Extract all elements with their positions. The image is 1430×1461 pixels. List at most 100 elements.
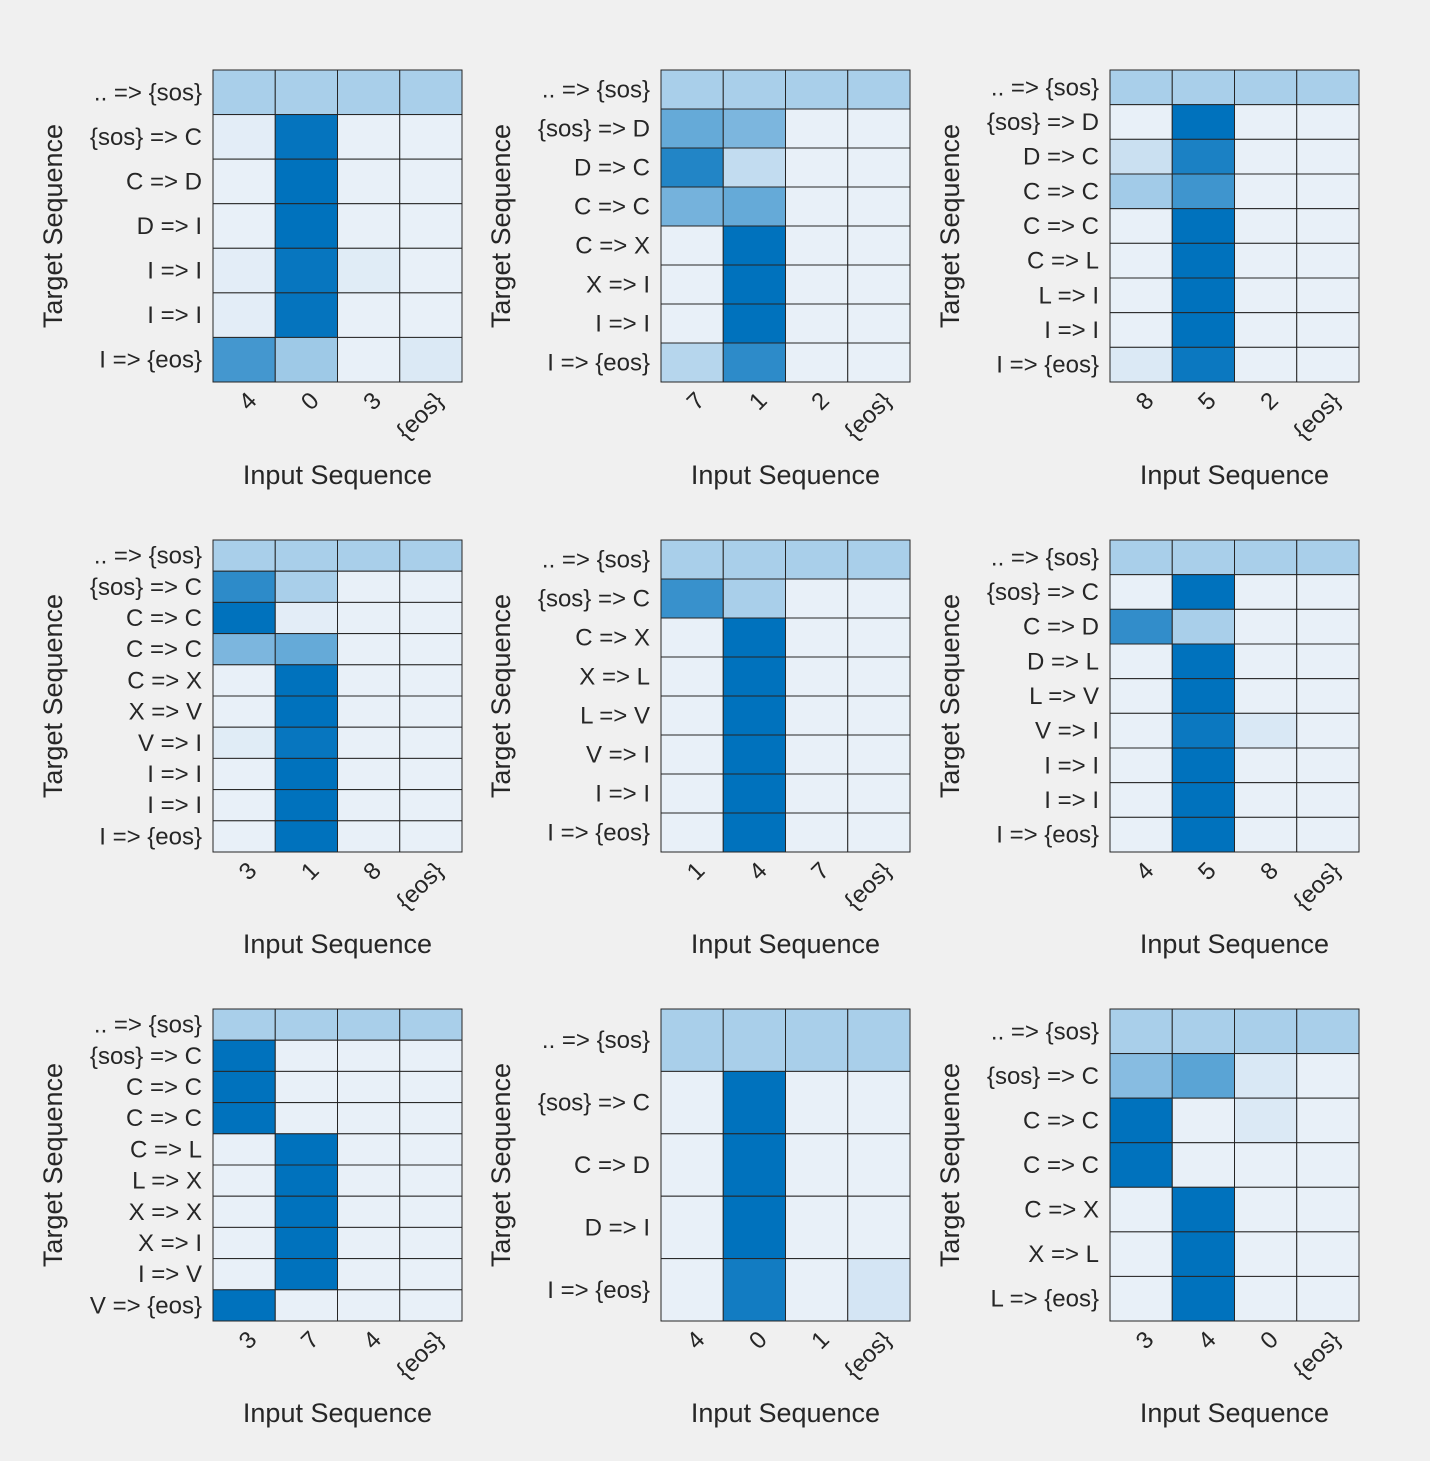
y-tick-label: I => {eos} <box>996 352 1099 379</box>
x-tick-label: {eos} <box>839 1326 897 1384</box>
heatmap-panel-1: .. => {sos} {sos} => C C => D D => I I => I I… <box>38 69 463 490</box>
heatmap-cell <box>785 1195 849 1260</box>
heatmap-cell <box>1171 747 1235 784</box>
heatmap-cell <box>1171 173 1235 210</box>
heatmap-cell <box>1171 104 1235 140</box>
heatmap-cell <box>1109 208 1173 244</box>
heatmap-cell <box>785 303 849 344</box>
heatmap-cell <box>785 108 849 149</box>
y-tick-label: X => L <box>1028 1241 1099 1268</box>
heatmap-cell <box>399 114 463 160</box>
heatmap-cell <box>1171 277 1235 314</box>
heatmap-cell <box>1296 138 1360 175</box>
heatmap-cell <box>1171 1186 1235 1233</box>
heatmap-cell <box>847 773 911 814</box>
y-tick-label: I => {eos} <box>547 820 650 847</box>
heatmap-cell <box>785 539 849 580</box>
y-tick-label: I => I <box>147 792 202 819</box>
heatmap-cell <box>847 1258 911 1322</box>
heatmap-cell <box>847 186 911 227</box>
heatmap-cell <box>1234 1097 1298 1144</box>
heatmap-cell <box>212 336 276 383</box>
heatmap-cell <box>847 539 911 580</box>
x-tick-label: {eos} <box>391 857 449 915</box>
heatmap-cell <box>1109 242 1173 279</box>
x-axis-label: Input Sequence <box>1140 1398 1329 1428</box>
heatmap-cell <box>847 812 911 853</box>
heatmap-cell <box>1109 104 1173 140</box>
heatmap-cell <box>399 820 463 853</box>
heatmap-cell <box>847 695 911 736</box>
heatmap-cell <box>274 247 338 294</box>
y-tick-label: I => {eos} <box>99 823 202 850</box>
x-tick-label: {eos} <box>391 387 449 445</box>
heatmap-cell <box>1171 574 1235 610</box>
heatmap-cell <box>337 247 401 294</box>
heatmap-cell <box>337 158 401 205</box>
heatmap-cell <box>785 1008 849 1072</box>
heatmap-panel-6: .. => {sos} {sos} => C C => D D => L L => V V… <box>935 539 1360 959</box>
heatmap-cell <box>274 1289 338 1322</box>
heatmap-cell <box>722 342 786 383</box>
heatmap-cell <box>660 773 724 814</box>
heatmap-cell <box>1296 69 1360 106</box>
heatmap-cell <box>1234 643 1298 680</box>
heatmap-cell <box>785 734 849 775</box>
heatmap-cell <box>1296 608 1360 645</box>
heatmap-cell <box>660 1258 724 1322</box>
heatmap-cell <box>722 773 786 814</box>
heatmap-cell <box>399 664 463 697</box>
heatmap-cell <box>1109 574 1173 610</box>
heatmap-cell <box>274 570 338 603</box>
heatmap-cell <box>1109 1053 1173 1099</box>
heatmap-cell <box>399 633 463 666</box>
heatmap-cell <box>722 695 786 736</box>
x-tick-label: 8 <box>1255 857 1284 886</box>
x-tick-label: 3 <box>234 857 263 886</box>
x-tick-label: {eos} <box>1288 387 1346 445</box>
heatmap-cell <box>274 757 338 791</box>
heatmap-cell <box>1234 1186 1298 1233</box>
heatmap-cell <box>399 1226 463 1260</box>
y-tick-label: I => {eos} <box>996 822 1099 849</box>
heatmap-panel-4: .. => {sos} {sos} => C C => C C => C C => X X… <box>38 539 463 959</box>
heatmap-cell <box>1109 138 1173 175</box>
heatmap-cell <box>337 664 401 697</box>
x-tick-label: 1 <box>296 857 325 886</box>
heatmap-cell <box>660 1008 724 1072</box>
heatmap-cell <box>212 1226 276 1260</box>
y-tick-label: D => L <box>1027 648 1099 675</box>
heatmap-cell <box>1296 208 1360 244</box>
heatmap-cell <box>1234 138 1298 175</box>
y-tick-label: C => C <box>1023 178 1099 205</box>
y-tick-label: .. => {sos} <box>991 544 1099 571</box>
heatmap-cell <box>660 617 724 658</box>
heatmap-cell <box>1171 208 1235 244</box>
heatmap-cell <box>722 734 786 775</box>
heatmap-cell <box>274 1164 338 1197</box>
heatmap-panel-3: .. => {sos} {sos} => D D => C C => C C => C C… <box>935 69 1360 490</box>
y-tick-label: {sos} => C <box>90 574 202 601</box>
y-tick-label: C => X <box>575 233 650 260</box>
x-tick-label: 2 <box>806 387 835 416</box>
heatmap-cell <box>274 1102 338 1135</box>
x-tick-label: 8 <box>1131 387 1160 416</box>
heatmap-cell <box>212 633 276 666</box>
heatmap-cell <box>337 695 401 728</box>
heatmap-cell <box>274 1008 338 1041</box>
heatmap-cell <box>1296 1231 1360 1277</box>
heatmap-cell <box>337 292 401 338</box>
heatmap-cell <box>1296 712 1360 749</box>
heatmap-cell <box>1234 242 1298 279</box>
heatmap-cell <box>1234 1008 1298 1055</box>
y-axis-label: Target Sequence <box>486 124 516 328</box>
heatmap-cell <box>274 1039 338 1072</box>
heatmap-cell <box>847 108 911 149</box>
y-tick-label: X => I <box>138 1230 202 1257</box>
heatmap-cell <box>785 342 849 383</box>
heatmap-cell <box>1296 747 1360 784</box>
y-tick-label: I => I <box>595 311 650 338</box>
x-tick-label: 3 <box>1131 1326 1160 1355</box>
heatmap-cell <box>399 1133 463 1166</box>
y-axis-label: Target Sequence <box>486 1063 516 1267</box>
